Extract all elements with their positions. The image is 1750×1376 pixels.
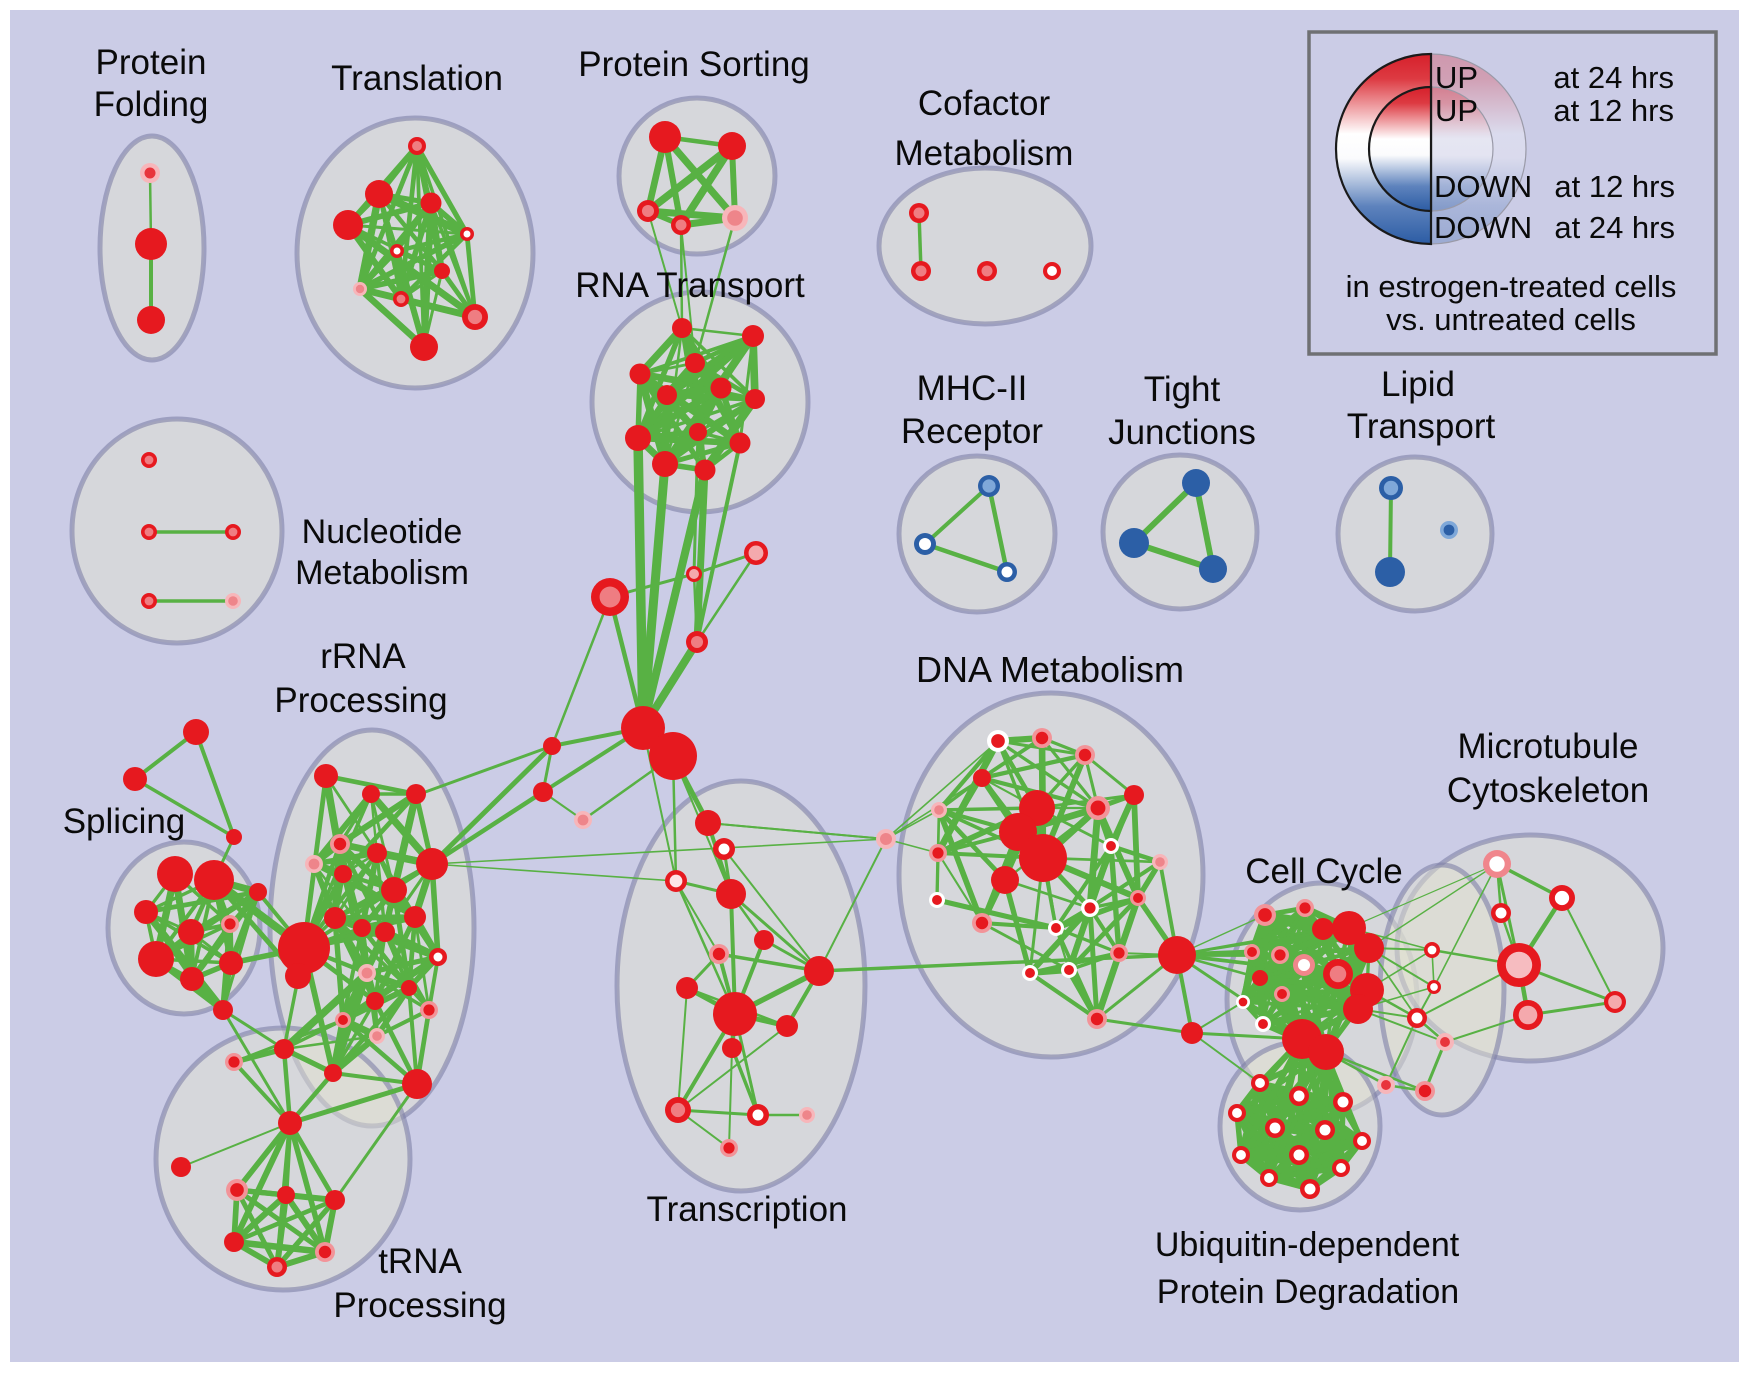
svg-text:at 12 hrs: at 12 hrs [1553, 93, 1674, 128]
svg-text:Processing: Processing [274, 681, 447, 720]
svg-text:rRNA: rRNA [320, 637, 406, 676]
svg-text:Folding: Folding [94, 85, 209, 124]
svg-text:in estrogen-treated cells: in estrogen-treated cells [1346, 269, 1677, 304]
svg-text:Junctions: Junctions [1108, 413, 1256, 452]
svg-text:at 24 hrs: at 24 hrs [1554, 210, 1675, 245]
svg-text:Cytoskeleton: Cytoskeleton [1447, 771, 1649, 810]
svg-text:Protein Degradation: Protein Degradation [1157, 1273, 1459, 1311]
svg-text:DOWN: DOWN [1434, 169, 1532, 204]
svg-text:Lipid: Lipid [1381, 365, 1455, 404]
svg-text:Cell Cycle: Cell Cycle [1245, 852, 1403, 891]
svg-text:Translation: Translation [331, 59, 503, 98]
svg-text:RNA Transport: RNA Transport [575, 266, 805, 305]
svg-text:Cofactor: Cofactor [918, 84, 1051, 123]
svg-text:Ubiquitin-dependent: Ubiquitin-dependent [1155, 1226, 1460, 1264]
svg-text:Metabolism: Metabolism [895, 134, 1074, 173]
svg-text:MHC-II: MHC-II [917, 369, 1028, 408]
svg-text:DOWN: DOWN [1434, 210, 1532, 245]
svg-text:at 24 hrs: at 24 hrs [1553, 60, 1674, 95]
svg-text:DNA Metabolism: DNA Metabolism [916, 649, 1184, 690]
svg-text:Transcription: Transcription [647, 1190, 848, 1229]
svg-text:Nucleotide: Nucleotide [302, 513, 463, 551]
svg-text:Microtubule: Microtubule [1458, 727, 1639, 766]
svg-text:tRNA: tRNA [378, 1242, 462, 1281]
svg-text:UP: UP [1435, 93, 1478, 128]
svg-text:Transport: Transport [1347, 407, 1496, 446]
svg-text:Metabolism: Metabolism [295, 554, 469, 592]
svg-text:Protein Sorting: Protein Sorting [578, 45, 810, 84]
svg-text:vs. untreated cells: vs. untreated cells [1386, 302, 1636, 337]
svg-text:Tight: Tight [1144, 370, 1221, 409]
svg-text:Processing: Processing [333, 1286, 506, 1325]
svg-text:Receptor: Receptor [901, 412, 1043, 451]
svg-text:at 12 hrs: at 12 hrs [1554, 169, 1675, 204]
svg-text:UP: UP [1435, 60, 1478, 95]
svg-text:Splicing: Splicing [63, 802, 186, 841]
svg-text:Protein: Protein [96, 43, 207, 82]
